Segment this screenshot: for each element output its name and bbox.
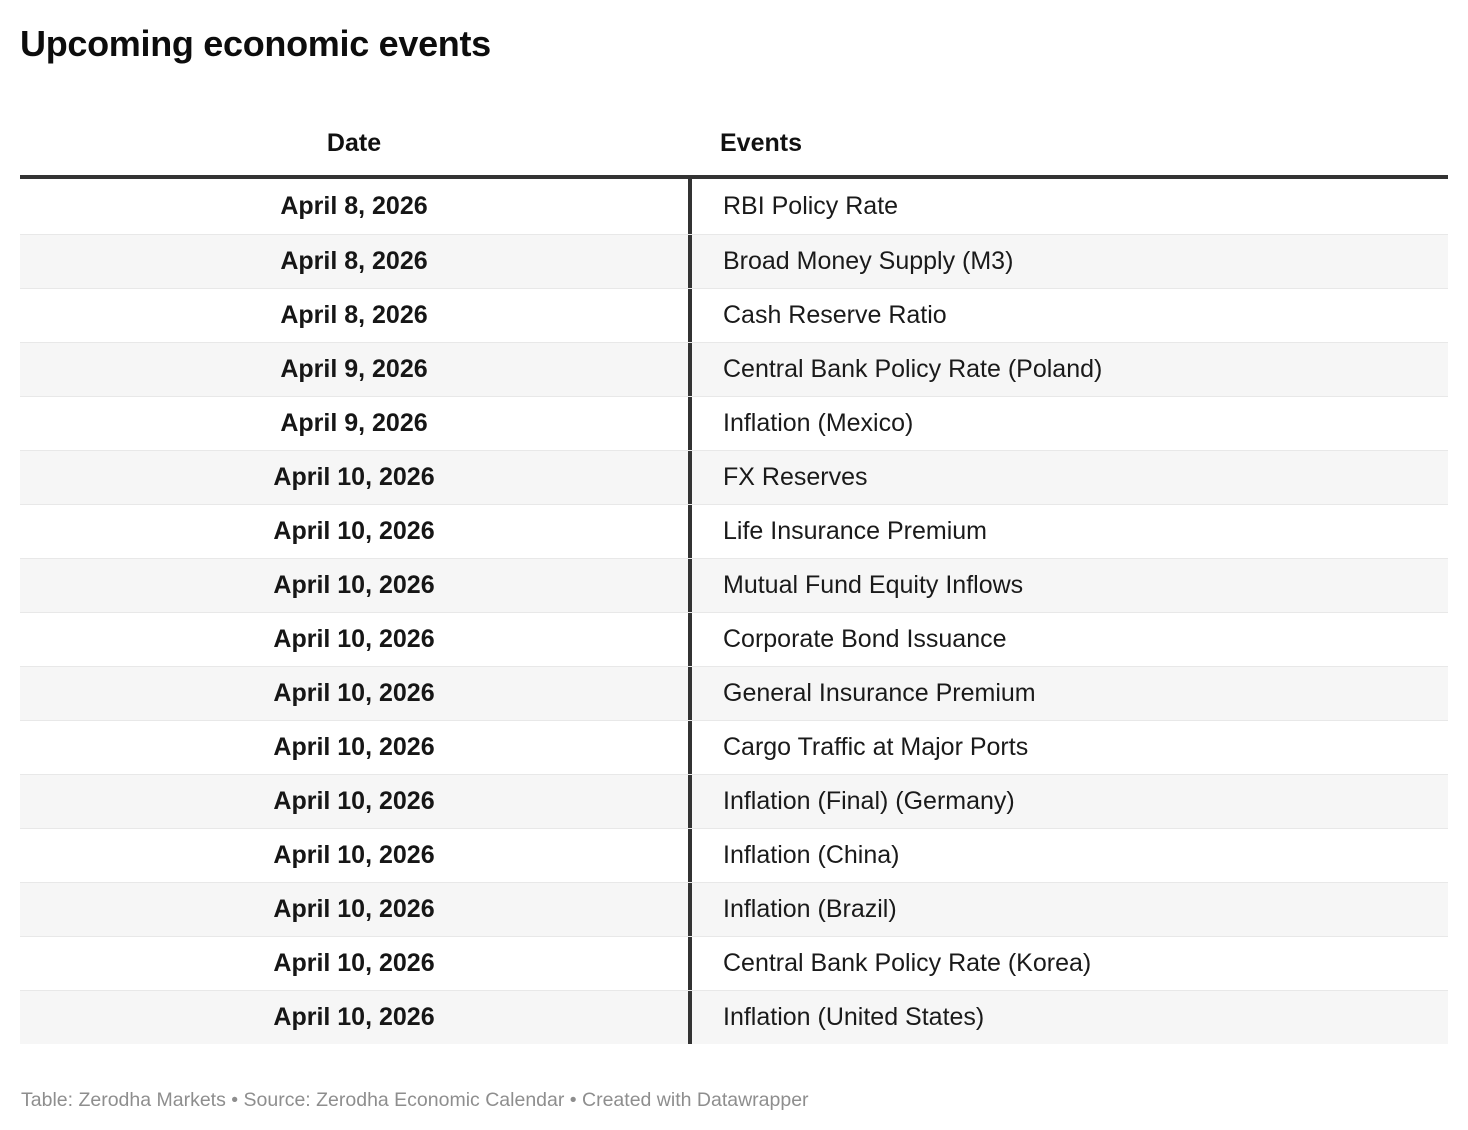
event-cell: Corporate Bond Issuance (688, 613, 1448, 666)
event-cell: General Insurance Premium (688, 667, 1448, 720)
table-row: April 10, 2026 Inflation (Final) (German… (20, 774, 1448, 828)
event-cell: Inflation (Mexico) (688, 397, 1448, 450)
table-row: April 10, 2026 Inflation (Brazil) (20, 882, 1448, 936)
event-cell: FX Reserves (688, 451, 1448, 504)
event-cell: Inflation (Brazil) (688, 883, 1448, 936)
date-cell: April 9, 2026 (280, 355, 428, 383)
date-cell: April 10, 2026 (273, 571, 435, 599)
event-cell: RBI Policy Rate (688, 179, 1448, 234)
date-cell: April 10, 2026 (273, 625, 435, 653)
table-row: April 10, 2026 General Insurance Premium (20, 666, 1448, 720)
date-cell: April 8, 2026 (280, 247, 428, 275)
column-header-events: Events (720, 129, 802, 157)
attribution-footer: Table: Zerodha Markets • Source: Zerodha… (21, 1089, 809, 1111)
date-cell: April 10, 2026 (273, 841, 435, 869)
page-title: Upcoming economic events (20, 23, 491, 64)
date-cell: April 10, 2026 (273, 517, 435, 545)
event-cell: Cargo Traffic at Major Ports (688, 721, 1448, 774)
table-row: April 10, 2026 Mutual Fund Equity Inflow… (20, 558, 1448, 612)
table-row: April 10, 2026 Cargo Traffic at Major Po… (20, 720, 1448, 774)
table-row: April 8, 2026 Cash Reserve Ratio (20, 288, 1448, 342)
table-row: April 9, 2026 Central Bank Policy Rate (… (20, 342, 1448, 396)
event-cell: Inflation (United States) (688, 991, 1448, 1044)
event-cell: Inflation (Final) (Germany) (688, 775, 1448, 828)
table-row: April 10, 2026 Life Insurance Premium (20, 504, 1448, 558)
date-cell: April 10, 2026 (273, 1003, 435, 1031)
event-cell: Life Insurance Premium (688, 505, 1448, 558)
column-header-date: Date (326, 129, 382, 157)
date-cell: April 8, 2026 (280, 301, 428, 329)
table-row: April 8, 2026 RBI Policy Rate (20, 179, 1448, 234)
date-cell: April 9, 2026 (280, 409, 428, 437)
date-cell: April 10, 2026 (273, 787, 435, 815)
date-cell: April 10, 2026 (273, 949, 435, 977)
event-cell: Broad Money Supply (M3) (688, 235, 1448, 288)
date-cell: April 10, 2026 (273, 895, 435, 923)
table-row: April 10, 2026 FX Reserves (20, 450, 1448, 504)
table-row: April 10, 2026 Inflation (United States) (20, 990, 1448, 1044)
event-cell: Mutual Fund Equity Inflows (688, 559, 1448, 612)
event-cell: Inflation (China) (688, 829, 1448, 882)
table-row: April 9, 2026 Inflation (Mexico) (20, 396, 1448, 450)
table-row: April 10, 2026 Inflation (China) (20, 828, 1448, 882)
event-cell: Central Bank Policy Rate (Poland) (688, 343, 1448, 396)
event-cell: Cash Reserve Ratio (688, 289, 1448, 342)
table-body: April 8, 2026 RBI Policy Rate April 8, 2… (20, 179, 1448, 1044)
table-row: April 10, 2026 Central Bank Policy Rate … (20, 936, 1448, 990)
date-cell: April 10, 2026 (273, 463, 435, 491)
economic-events-table: Date Events April 8, 2026 RBI Policy Rat… (20, 128, 1448, 1044)
date-cell: April 10, 2026 (273, 679, 435, 707)
table-header-row: Date Events (20, 128, 1448, 179)
date-cell: April 10, 2026 (273, 733, 435, 761)
table-row: April 8, 2026 Broad Money Supply (M3) (20, 234, 1448, 288)
table-row: April 10, 2026 Corporate Bond Issuance (20, 612, 1448, 666)
date-cell: April 8, 2026 (280, 192, 428, 220)
event-cell: Central Bank Policy Rate (Korea) (688, 937, 1448, 990)
